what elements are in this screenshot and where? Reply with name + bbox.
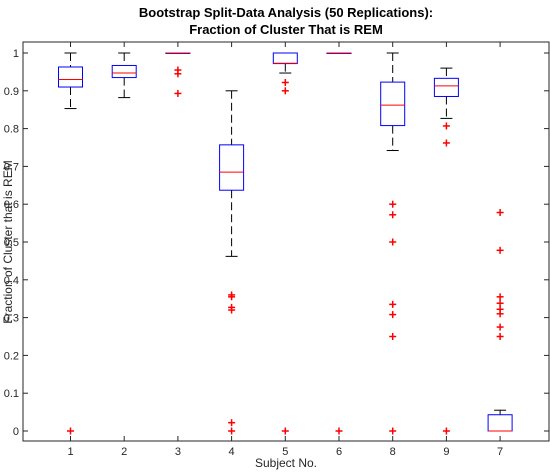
outlier-marker [496, 333, 504, 340]
outlier-marker [67, 427, 74, 435]
outlier-marker [496, 293, 504, 301]
outlier-marker [228, 306, 236, 314]
outlier-marker [174, 89, 182, 97]
y-tick-label: 0.1 [4, 388, 19, 400]
outlier-marker [281, 427, 289, 435]
box-group-subject-3 [165, 52, 191, 97]
box-group-subject-8 [380, 52, 406, 435]
x-tick-label: 1 [67, 446, 73, 458]
y-axis-label: Fraction of Cluster that is REM [1, 160, 15, 323]
outlier-marker [281, 87, 289, 95]
outlier-marker [442, 139, 450, 147]
outlier-marker [442, 427, 450, 435]
box-body [433, 77, 459, 97]
y-tick-label: 0.2 [4, 350, 19, 362]
y-axis: 0 0.1 0.2 0.3 0.4 0.5 0.6 0.7 0.8 0.9 1 [4, 48, 549, 438]
box-group-subject-1 [58, 52, 83, 435]
outlier-marker [496, 310, 504, 318]
outlier-marker [389, 427, 397, 435]
outlier-marker [335, 427, 343, 435]
box-group-subject-5 [272, 52, 298, 435]
y-tick-label: 0 [13, 426, 19, 438]
y-tick-label: 0.3 [4, 313, 19, 325]
box-body [219, 144, 245, 191]
x-tick-label: 6 [336, 446, 342, 458]
plot-area [22, 41, 550, 442]
x-tick-label: 8 [390, 446, 396, 458]
outlier-marker [389, 211, 397, 219]
outlier-marker [442, 122, 450, 130]
outlier-marker [496, 299, 504, 307]
outlier-marker [389, 238, 397, 246]
x-tick-label: 4 [229, 446, 235, 458]
box-group-subject-9 [433, 67, 459, 435]
x-tick-label: 2 [121, 446, 127, 458]
box-group-subject-4 [219, 90, 245, 435]
y-tick-label: 0.6 [4, 199, 19, 211]
outlier-marker [228, 419, 236, 427]
x-axis: 1 2 3 4 5 6 8 9 7 [67, 42, 503, 458]
outlier-marker [228, 293, 236, 301]
outlier-marker [389, 300, 397, 308]
box-body [380, 81, 406, 127]
y-tick-label: 0.8 [4, 124, 19, 136]
outlier-marker [389, 200, 397, 208]
outlier-marker [174, 70, 182, 78]
outlier-marker [281, 78, 289, 86]
outlier-marker [389, 311, 397, 319]
outlier-marker [496, 246, 504, 254]
x-axis-label: Subject No. [255, 456, 317, 470]
chart-title-line-2: Fraction of Cluster That is REM [189, 22, 383, 37]
x-tick-label: 3 [175, 446, 181, 458]
y-tick-label: 0.9 [4, 86, 19, 98]
box-body [111, 64, 137, 79]
chart-title-line-1: Bootstrap Split-Data Analysis (50 Replic… [139, 5, 433, 20]
outlier-marker [496, 209, 504, 217]
x-tick-label: 7 [497, 446, 503, 458]
x-tick-label: 9 [443, 446, 449, 458]
x-tick-label: 5 [282, 446, 288, 458]
y-tick-label: 0.7 [4, 161, 19, 173]
box-body [58, 66, 83, 88]
outlier-marker [496, 323, 504, 331]
y-tick-label: 1 [13, 48, 19, 60]
box-group-subject-2 [111, 52, 137, 99]
outlier-marker [228, 427, 236, 435]
y-tick-label: 0.4 [4, 275, 19, 287]
box-group-subject-7 [487, 209, 513, 432]
box-group-subject-6 [326, 52, 352, 435]
box-series [58, 52, 513, 435]
y-tick-label: 0.5 [4, 237, 19, 249]
outlier-marker [389, 333, 397, 340]
